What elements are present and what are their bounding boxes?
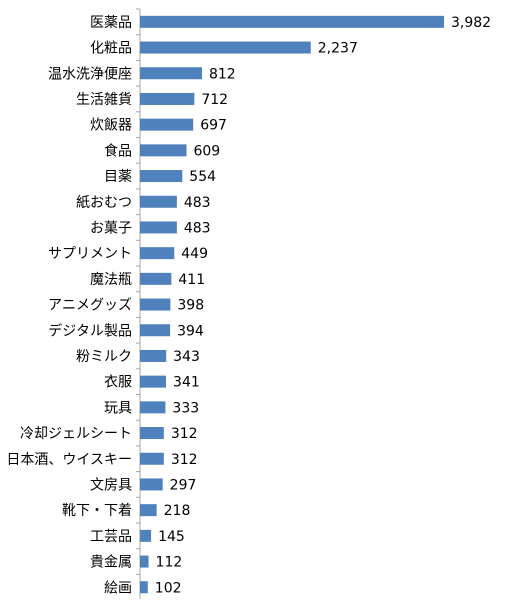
data-label: 343	[173, 349, 200, 365]
data-label: 554	[189, 169, 216, 185]
data-label: 218	[164, 503, 191, 519]
category-label: 工芸品	[90, 529, 132, 545]
category-label: デジタル製品	[48, 322, 132, 339]
bar	[140, 427, 164, 440]
bar	[140, 195, 177, 208]
data-label: 102	[155, 580, 182, 596]
bar	[140, 272, 172, 285]
bar	[140, 298, 171, 311]
bar	[140, 478, 163, 491]
category-label: 化粧品	[90, 41, 132, 57]
bar	[140, 15, 444, 28]
bar	[140, 452, 164, 465]
bars-group: 医薬品 3,982 化粧品 2,237 温水洗浄便座 812 生活雑貨 712 炊飯器 697 食品…	[6, 8, 491, 596]
bar	[140, 170, 183, 183]
bar	[140, 144, 187, 157]
data-label: 483	[184, 195, 211, 211]
data-label: 697	[200, 118, 227, 134]
data-label: 812	[209, 66, 236, 82]
bar	[140, 118, 194, 131]
bar	[140, 92, 195, 105]
bar	[140, 221, 177, 234]
category-label: 日本酒、ウイスキー	[6, 452, 132, 468]
bar	[140, 581, 148, 594]
category-label: 靴下・下着	[62, 503, 132, 519]
bar	[140, 504, 157, 517]
bar	[140, 529, 152, 542]
category-label: 玩具	[104, 400, 132, 416]
data-label: 145	[158, 529, 185, 545]
category-label: 貴金属	[90, 555, 132, 571]
category-label: 粉ミルク	[76, 349, 132, 365]
category-label: 衣服	[104, 375, 132, 391]
data-label: 398	[177, 298, 204, 314]
data-label: 312	[171, 452, 198, 468]
data-label: 333	[172, 400, 199, 416]
category-label: 目薬	[104, 169, 132, 185]
data-label: 297	[170, 477, 197, 493]
data-label: 2,237	[318, 41, 358, 57]
bar	[140, 349, 167, 362]
category-label: 炊飯器	[90, 117, 132, 134]
data-label: 712	[201, 92, 228, 108]
bar	[140, 555, 149, 568]
category-label: サプリメント	[48, 246, 132, 262]
data-label: 483	[184, 220, 211, 236]
category-label: 紙おむつ	[76, 195, 132, 211]
category-label: 文房具	[90, 477, 132, 493]
bar	[140, 375, 167, 388]
data-label: 312	[171, 426, 198, 442]
bar	[140, 41, 311, 54]
data-label: 449	[181, 246, 208, 262]
category-label: 生活雑貨	[76, 91, 132, 108]
category-label: お菓子	[90, 220, 132, 236]
bar	[140, 401, 166, 414]
bar	[140, 67, 202, 80]
data-label: 341	[173, 375, 200, 391]
data-label: 411	[178, 272, 205, 288]
data-label: 609	[193, 143, 220, 159]
bar	[140, 324, 171, 337]
bar	[140, 247, 175, 260]
category-label: 魔法瓶	[90, 272, 132, 288]
category-label: 温水洗浄便座	[48, 66, 132, 82]
data-label: 112	[156, 555, 183, 571]
category-label: 食品	[104, 142, 132, 159]
category-label: 絵画	[104, 580, 132, 596]
category-label: 医薬品	[90, 15, 132, 31]
category-label: アニメグッズ	[48, 298, 132, 314]
data-label: 394	[177, 323, 204, 339]
data-label: 3,982	[451, 15, 491, 31]
category-label: 冷却ジェルシート	[20, 426, 132, 442]
